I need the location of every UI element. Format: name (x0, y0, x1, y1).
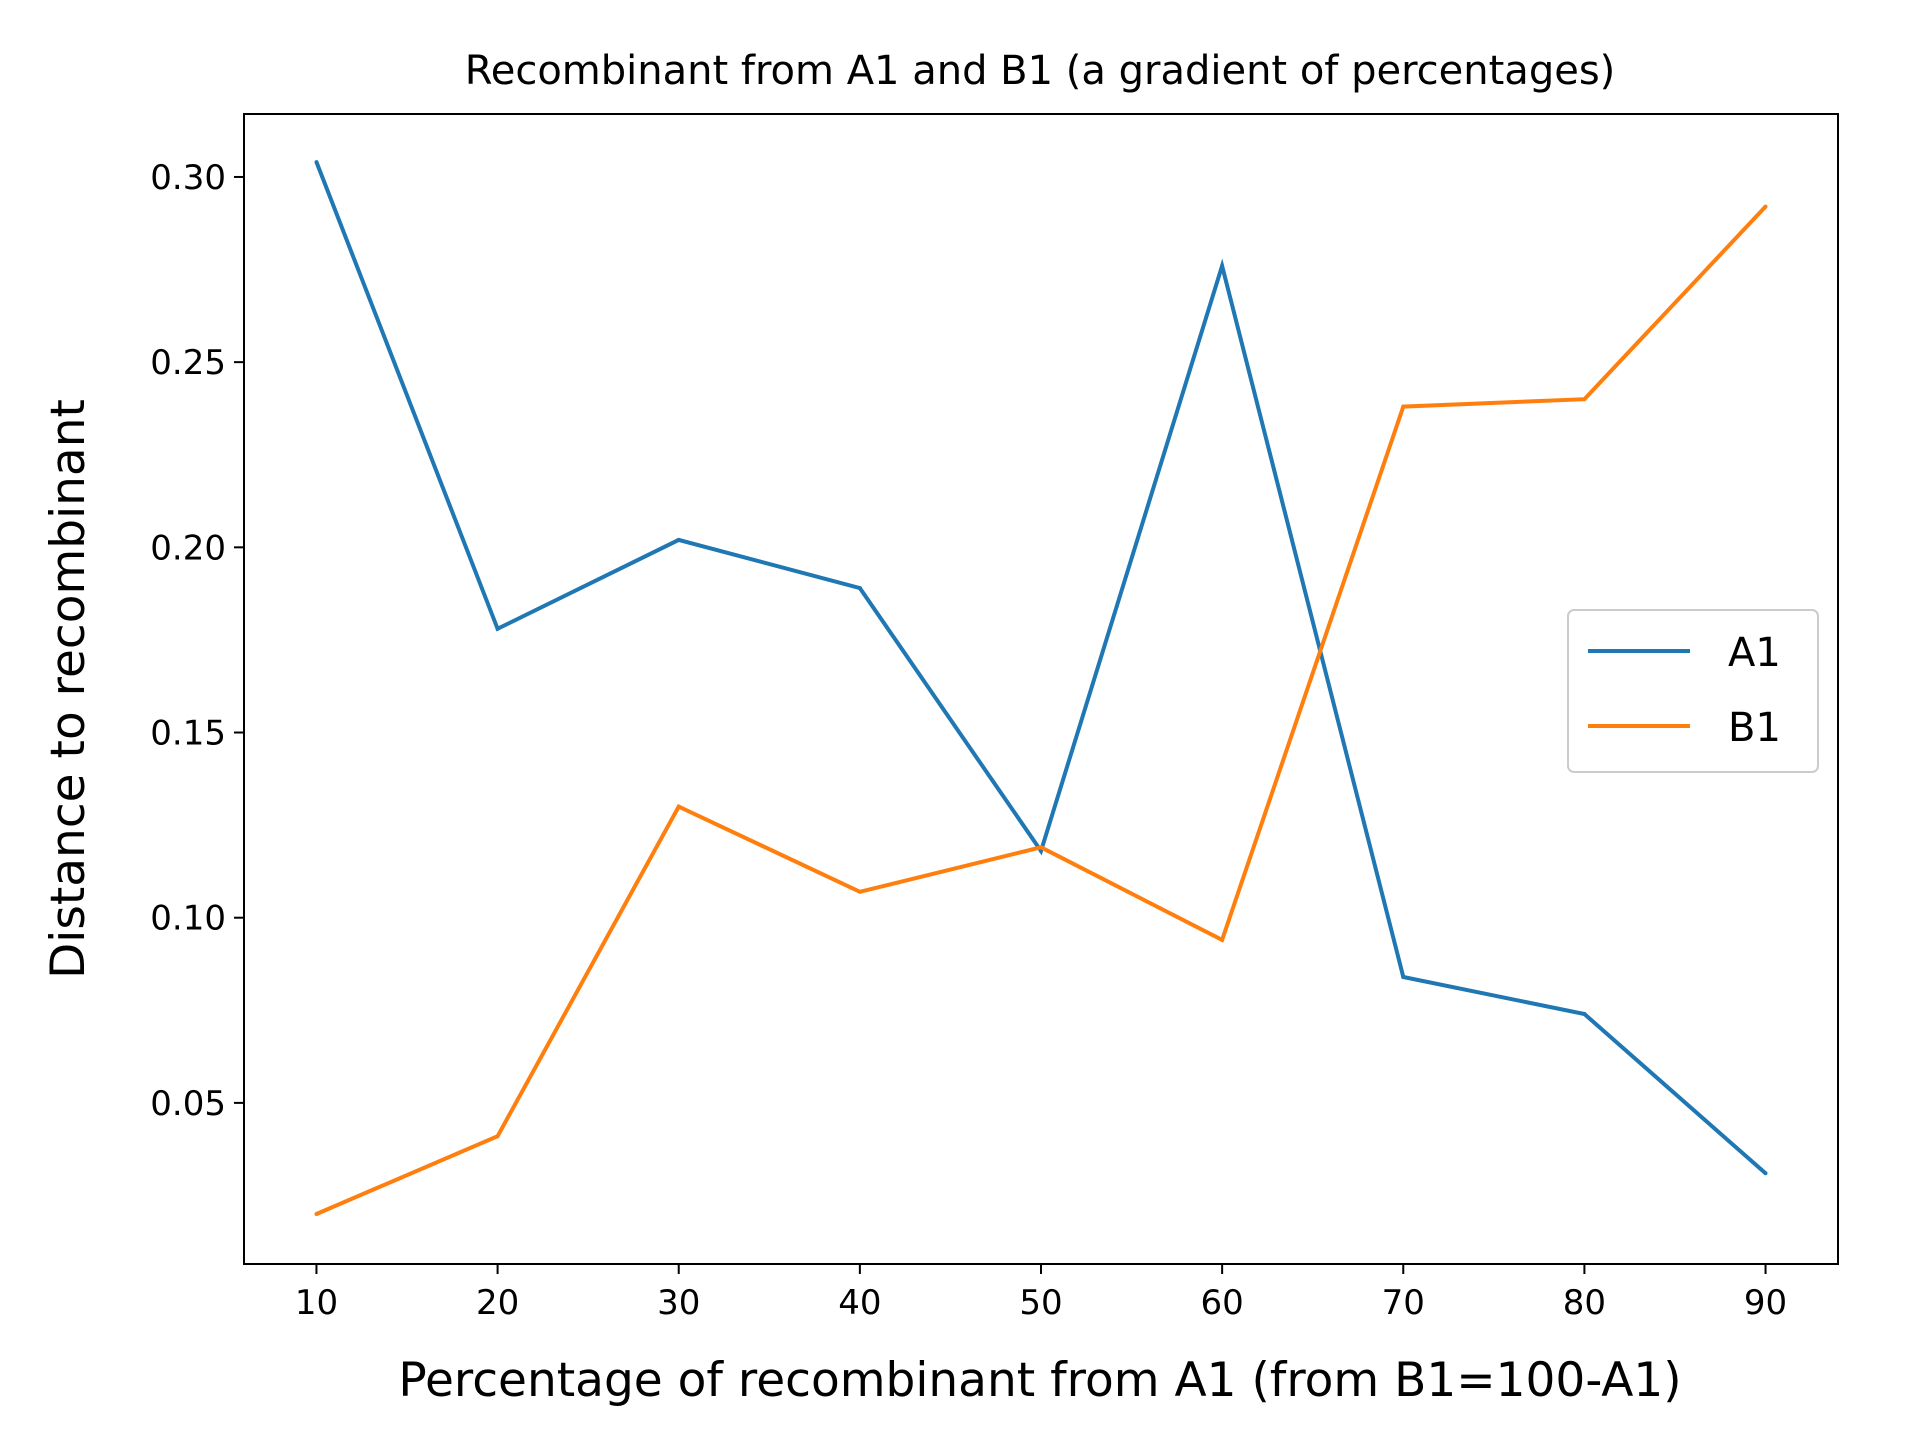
data-point-b1 (1039, 845, 1043, 850)
data-point-a1 (857, 586, 862, 591)
data-point-b1 (314, 1212, 319, 1216)
x-tick-label: 30 (657, 1283, 700, 1323)
data-point-b1 (1763, 204, 1768, 209)
x-tick-label: 80 (1563, 1283, 1606, 1323)
x-axis-ticks: 10 20 30 40 50 60 70 80 90 (295, 1264, 1787, 1323)
chart-title: Recombinant from A1 and B1 (a gradient o… (465, 48, 1616, 94)
data-point-a1 (1582, 1012, 1587, 1016)
series-lines (314, 160, 1768, 1216)
y-tick-label: 0.10 (150, 899, 226, 939)
x-tick-label: 60 (1201, 1283, 1244, 1323)
data-point-b1 (1220, 937, 1225, 942)
y-tick-label: 0.20 (150, 528, 226, 568)
data-point-b1 (857, 889, 862, 894)
legend: A1 B1 (1567, 609, 1819, 773)
x-tick-label: 90 (1744, 1283, 1787, 1323)
y-tick-label: 0.30 (150, 158, 226, 198)
data-point-a1 (495, 626, 500, 631)
x-tick-label: 10 (295, 1283, 338, 1323)
x-tick-label: 50 (1019, 1283, 1062, 1323)
data-point-a1 (314, 160, 319, 165)
data-point-b1 (1401, 404, 1406, 409)
x-tick-label: 20 (476, 1283, 519, 1323)
legend-label-b1: B1 (1728, 705, 1781, 751)
y-tick-label: 0.15 (150, 714, 226, 754)
y-axis-label: Distance to recombinant (41, 399, 96, 979)
data-point-a1 (1220, 263, 1225, 268)
data-point-b1 (1582, 397, 1587, 402)
legend-label-a1: A1 (1728, 630, 1781, 676)
y-tick-label: 0.25 (150, 343, 226, 383)
data-point-a1 (1401, 975, 1406, 979)
x-tick-label: 70 (1382, 1283, 1425, 1323)
x-tick-label: 40 (838, 1283, 881, 1323)
data-point-b1 (676, 804, 681, 809)
y-tick-label: 0.05 (150, 1084, 226, 1124)
y-axis-ticks: 0.05 0.10 0.15 0.20 0.25 0.30 (150, 158, 244, 1124)
x-axis-label: Percentage of recombinant from A1 (from … (398, 1353, 1681, 1408)
data-point-b1 (495, 1134, 500, 1139)
data-point-a1 (1763, 1171, 1768, 1176)
data-point-a1 (676, 537, 681, 542)
